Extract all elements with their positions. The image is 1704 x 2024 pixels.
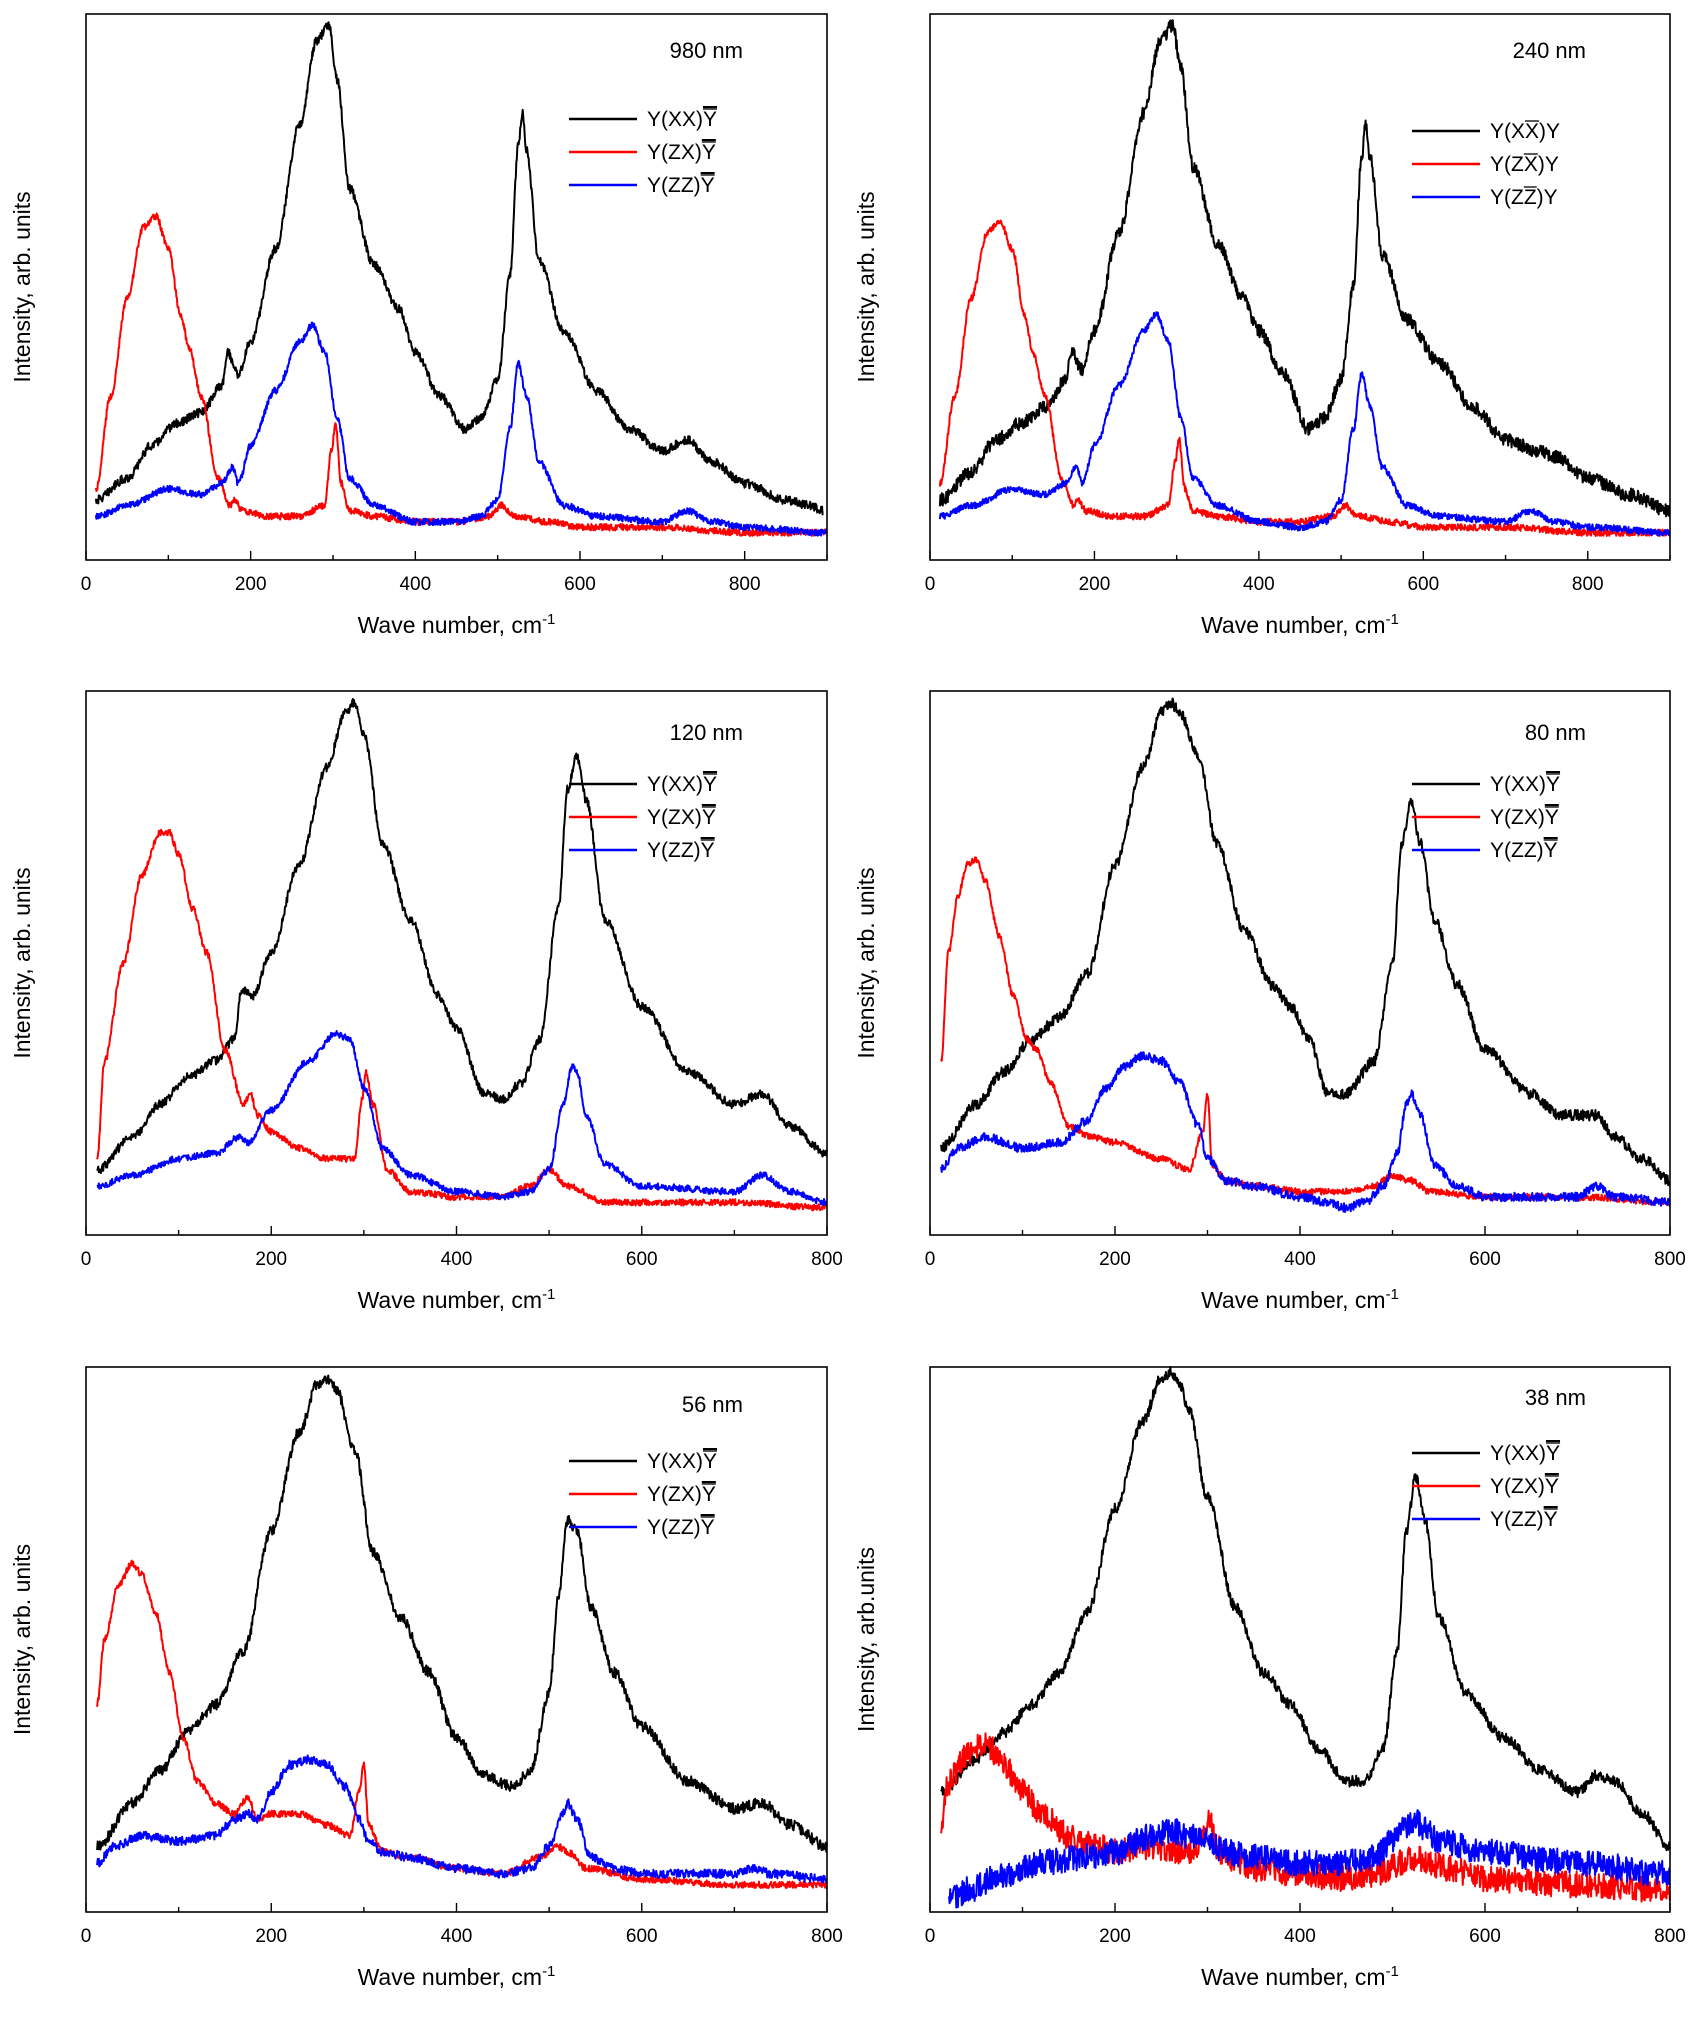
legend-label: Y(ZZ)Y <box>647 1516 715 1539</box>
y-axis-label: Intensity, arb. units <box>853 191 879 382</box>
plot-frame <box>929 13 1671 561</box>
x-tick-label: 600 <box>1469 1249 1501 1270</box>
x-tick-label: 800 <box>1572 574 1604 595</box>
series-line-1 <box>938 19 1671 518</box>
chart-panel-5: 0 200 400 600 800 Wave number, cm-1 Intensity,… <box>9 1366 843 1990</box>
x-tick-label: 600 <box>626 1249 658 1270</box>
legend-label: Y(ZZ)Y <box>647 839 715 862</box>
legend-label: Y(ZX)Y <box>1490 153 1559 176</box>
x-tick-label: 400 <box>399 574 431 595</box>
x-tick-label: 400 <box>1243 574 1275 595</box>
legend-label: Y(ZZ)Y <box>1490 186 1558 209</box>
x-tick-label: 0 <box>925 1249 936 1270</box>
series-line-2 <box>96 1559 828 1889</box>
legend-label: Y(XX)Y <box>647 1450 717 1473</box>
sample-size-label: 80 nm <box>1525 720 1586 745</box>
y-axis-label: Intensity, arb.units <box>853 1547 879 1732</box>
x-tick-label: 200 <box>235 574 267 595</box>
legend-label: Y(XX)Y <box>1490 773 1560 796</box>
legend-label: Y(ZZ)Y <box>647 174 715 197</box>
series-line-3 <box>96 1030 828 1207</box>
x-tick-label: 400 <box>441 1249 473 1270</box>
series-line-3 <box>938 311 1671 537</box>
series-line-2 <box>938 219 1671 537</box>
x-tick-label: 800 <box>811 1249 843 1270</box>
plot-frame <box>85 1366 828 1913</box>
series-line-3 <box>94 321 828 537</box>
legend-label: Y(XX)Y <box>1490 120 1560 143</box>
x-tick-label: 0 <box>81 1249 92 1270</box>
x-tick-label: 0 <box>925 1926 936 1947</box>
series-line-2 <box>940 1732 1671 1903</box>
x-axis-label: Wave number, cm-1 <box>1201 611 1399 638</box>
x-tick-label: 800 <box>1654 1926 1686 1947</box>
x-tick-label: 0 <box>925 574 936 595</box>
x-tick-label: 400 <box>1284 1249 1316 1270</box>
x-tick-label: 400 <box>1284 1926 1316 1947</box>
legend-label: Y(XX)Y <box>647 108 717 131</box>
chart-panel-4: 0 200 400 600 800 Wave number, cm-1 Intensity,… <box>853 690 1686 1313</box>
x-tick-label: 0 <box>81 1926 92 1947</box>
x-axis-label: Wave number, cm-1 <box>358 1286 556 1313</box>
legend-label: Y(XX)Y <box>647 773 717 796</box>
x-tick-label: 200 <box>255 1249 287 1270</box>
x-tick-label: 0 <box>81 574 92 595</box>
sample-size-label: 120 nm <box>670 720 743 745</box>
x-tick-label: 200 <box>1099 1249 1131 1270</box>
x-tick-label: 600 <box>1469 1926 1501 1947</box>
legend-label: Y(ZZ)Y <box>1490 839 1558 862</box>
x-tick-label: 600 <box>564 574 596 595</box>
series-line-1 <box>940 697 1671 1187</box>
x-tick-label: 800 <box>729 574 761 595</box>
x-tick-label: 600 <box>1407 574 1439 595</box>
x-tick-label: 800 <box>811 1926 843 1947</box>
x-axis-label: Wave number, cm-1 <box>1201 1286 1399 1313</box>
y-axis-label: Intensity, arb. units <box>9 191 35 382</box>
x-tick-label: 600 <box>626 1926 658 1947</box>
y-axis-label: Intensity, arb. units <box>9 867 35 1058</box>
x-axis-label: Wave number, cm-1 <box>358 1963 556 1990</box>
series-line-1 <box>94 21 824 516</box>
series-line-1 <box>940 1366 1671 1852</box>
chart-panel-2: 0 200 400 600 800 Wave number, cm-1 Intensity,… <box>853 13 1671 638</box>
series-line-1 <box>96 698 828 1174</box>
sample-size-label: 980 nm <box>670 38 743 63</box>
series-line-3 <box>940 1051 1671 1213</box>
x-tick-label: 200 <box>1079 574 1111 595</box>
series-line-3 <box>947 1809 1671 1909</box>
series-line-2 <box>96 828 828 1212</box>
x-tick-label: 200 <box>255 1926 287 1947</box>
sample-size-label: 240 nm <box>1513 38 1586 63</box>
sample-size-label: 56 nm <box>682 1392 743 1417</box>
series-line-2 <box>940 856 1671 1207</box>
series-line-2 <box>94 212 827 537</box>
legend-label: Y(ZX)Y <box>647 141 716 164</box>
legend-label: Y(XX)Y <box>1490 1442 1560 1465</box>
series-line-3 <box>96 1754 828 1884</box>
chart-panel-1: 0 200 400 600 800 Wave number, cm-1 Intensity,… <box>9 13 828 638</box>
legend-label: Y(ZX)Y <box>647 1483 716 1506</box>
legend-label: Y(ZX)Y <box>1490 1475 1559 1498</box>
legend-label: Y(ZX)Y <box>647 806 716 829</box>
chart-panel-3: 0 200 400 600 800 Wave number, cm-1 Intensity,… <box>9 690 843 1313</box>
chart-panel-6: 0 200 400 600 800 Wave number, cm-1 Intensity,… <box>853 1366 1686 1990</box>
legend-label: Y(ZZ)Y <box>1490 1508 1558 1531</box>
y-axis-label: Intensity, arb. units <box>853 867 879 1058</box>
x-tick-label: 800 <box>1654 1249 1686 1270</box>
plot-frame <box>85 13 828 561</box>
series-line-1 <box>96 1374 828 1853</box>
x-axis-label: Wave number, cm-1 <box>1201 1963 1399 1990</box>
legend-label: Y(ZX)Y <box>1490 806 1559 829</box>
x-axis-label: Wave number, cm-1 <box>358 611 556 638</box>
x-tick-label: 200 <box>1099 1926 1131 1947</box>
x-tick-label: 400 <box>441 1926 473 1947</box>
y-axis-label: Intensity, arb. units <box>9 1544 35 1735</box>
sample-size-label: 38 nm <box>1525 1385 1586 1410</box>
